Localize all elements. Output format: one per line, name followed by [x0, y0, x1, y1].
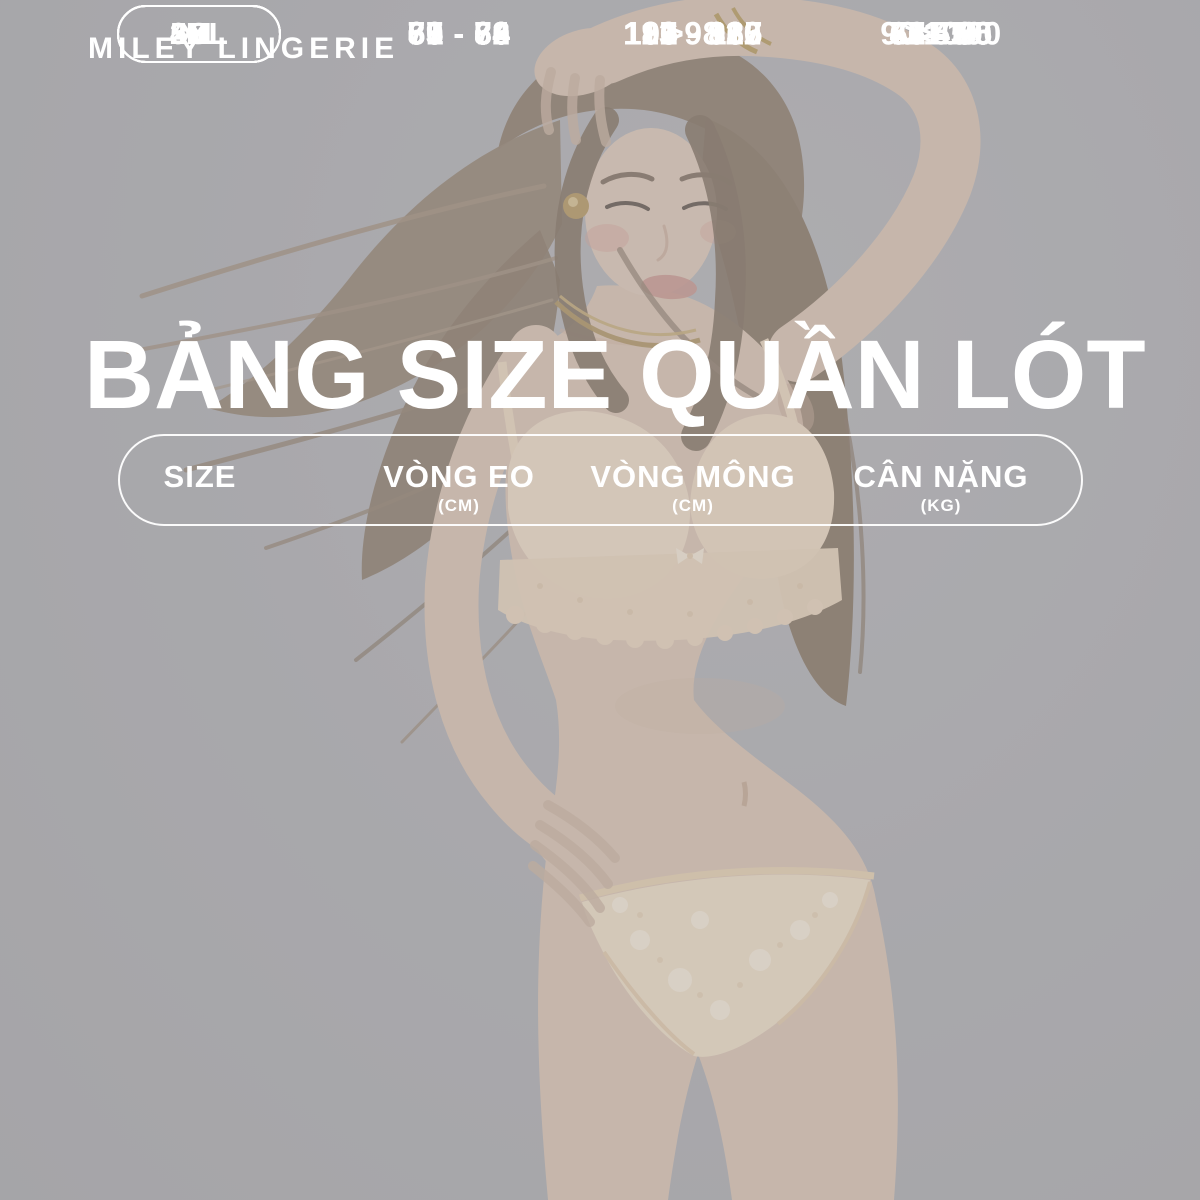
- column-unit: (CM): [672, 496, 714, 515]
- column-unit: [164, 496, 237, 516]
- size-badge: 5XL: [117, 5, 281, 63]
- hip-cell: 106 - 112: [624, 15, 762, 52]
- column-header-weight: CÂN NẶNG (KG): [853, 460, 1028, 516]
- weight-cell: 46 - 50: [889, 15, 993, 52]
- weight-cell: 51 - 55: [889, 15, 993, 52]
- hip-cell: 113 - 120: [624, 15, 762, 52]
- hip-cell: >98: [665, 15, 721, 52]
- model-left-arm: [424, 325, 587, 859]
- hip-cell: 80 - 86: [641, 15, 745, 52]
- weight-cell: >100: [903, 15, 979, 52]
- hand-on-hip: [528, 800, 625, 927]
- waist-cell: 77 - 80: [407, 15, 511, 52]
- table-row: 5XL 85 - 88 127 - 135 >100: [0, 0, 1200, 68]
- table-row: S 50 - 60 80 - 86 <45: [0, 0, 1200, 68]
- column-header-size: SIZE: [164, 460, 237, 516]
- waist-cell: 81 - 84: [407, 15, 511, 52]
- bra-bow: [676, 548, 704, 564]
- waist-cell: 61 - 64: [407, 15, 511, 52]
- column-header-hip: VÒNG MÔNG (CM): [590, 460, 795, 516]
- model-hair-front: [554, 107, 763, 451]
- column-label: CÂN NẶNG: [853, 459, 1029, 494]
- page-title: BẢNG SIZE QUẦN LÓT: [84, 320, 1146, 429]
- necklace: [554, 294, 701, 349]
- hand-on-head: [534, 27, 632, 147]
- waist-cell: 50 - 60: [407, 15, 511, 52]
- model-panties: [579, 867, 875, 1057]
- column-label: VÒNG MÔNG: [590, 459, 796, 494]
- earring: [563, 193, 589, 219]
- table-header: [118, 434, 1083, 526]
- column-unit: (KG): [920, 496, 962, 515]
- waist-cell: 65 - 68: [407, 15, 511, 52]
- weight-cell: <45: [913, 15, 969, 52]
- hip-cell: 121 - 127: [623, 15, 763, 52]
- table-row: 3XL 77 - 80 113 - 120 78 - 95: [0, 0, 1200, 68]
- waist-cell: 85 - 88: [407, 15, 511, 52]
- table-row: M 61 - 64 86 - 92 46 - 50: [0, 0, 1200, 68]
- table-row: 4XL 81 - 84 121 - 127 90 - 100: [0, 0, 1200, 68]
- hip-cell: 86 - 92: [641, 15, 745, 52]
- weight-cell: 90 - 100: [880, 15, 1002, 52]
- hip-cell: 92 - 98: [641, 15, 745, 52]
- hip-cell: 127 - 135: [623, 15, 763, 52]
- column-label: SIZE: [163, 459, 237, 494]
- column-label: VÒNG EO: [383, 459, 535, 494]
- weight-cell: 78 - 95: [889, 15, 993, 52]
- column-header-waist: VÒNG EO (CM): [383, 460, 535, 516]
- model-bra: [497, 338, 842, 649]
- waist-cell: 73 - 76: [407, 15, 511, 52]
- weight-cell: >55: [913, 15, 969, 52]
- bracelet: [713, 7, 772, 55]
- column-unit: (CM): [438, 496, 480, 515]
- model-raised-arm: [576, 0, 981, 382]
- waist-cell: 69 - 72: [407, 15, 511, 52]
- weight-cell: 67 - 80: [889, 15, 993, 52]
